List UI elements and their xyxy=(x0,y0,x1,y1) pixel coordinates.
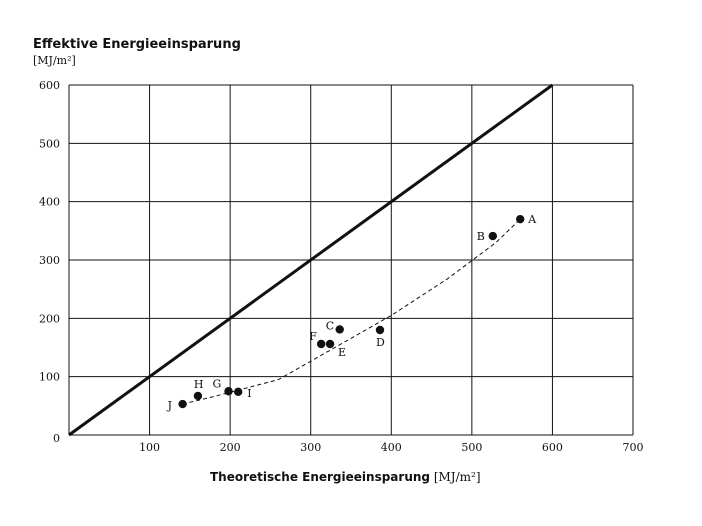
y-tick-label: 100 xyxy=(39,371,60,384)
point-label: F xyxy=(309,330,317,343)
point-label: D xyxy=(376,336,385,349)
point-label: G xyxy=(213,377,222,390)
x-tick-label: 400 xyxy=(381,441,402,454)
data-point xyxy=(316,339,326,349)
data-point xyxy=(178,399,187,409)
x-tick-label: 300 xyxy=(300,441,321,454)
y-tick-label: 200 xyxy=(39,312,60,325)
data-point xyxy=(335,325,344,334)
data-point xyxy=(193,391,203,401)
point-label: C xyxy=(326,319,334,332)
trend-curve xyxy=(182,218,521,405)
point-label: H xyxy=(194,378,204,391)
point-label: J xyxy=(167,399,172,412)
y-tick-label: 0 xyxy=(53,432,60,445)
reference-line xyxy=(68,83,554,437)
x-axis-title: Theoretische Energieeinsparung [MJ/m²] xyxy=(210,470,481,484)
data-point xyxy=(488,231,498,241)
x-tick-label: 700 xyxy=(623,441,644,454)
data-point xyxy=(375,325,385,335)
data-point xyxy=(325,339,335,349)
point-label: I xyxy=(247,387,251,400)
y-tick-label: 600 xyxy=(39,79,60,92)
point-label: E xyxy=(338,346,346,359)
x-tick-label: 500 xyxy=(461,441,482,454)
y-axis-title: Effektive Energieeinsparung xyxy=(33,37,241,52)
x-tick-label: 600 xyxy=(542,441,563,454)
data-point xyxy=(234,387,243,397)
point-label: B xyxy=(477,230,485,243)
data-point xyxy=(516,214,525,224)
point-label: A xyxy=(527,213,537,226)
y-axis-unit: [MJ/m²] xyxy=(33,54,76,67)
data-point xyxy=(224,387,233,396)
x-tick-label: 200 xyxy=(220,441,241,454)
y-tick-label: 300 xyxy=(39,254,60,267)
y-tick-label: 400 xyxy=(39,196,60,209)
x-tick-label: 100 xyxy=(139,441,160,454)
y-tick-label: 500 xyxy=(39,137,60,150)
